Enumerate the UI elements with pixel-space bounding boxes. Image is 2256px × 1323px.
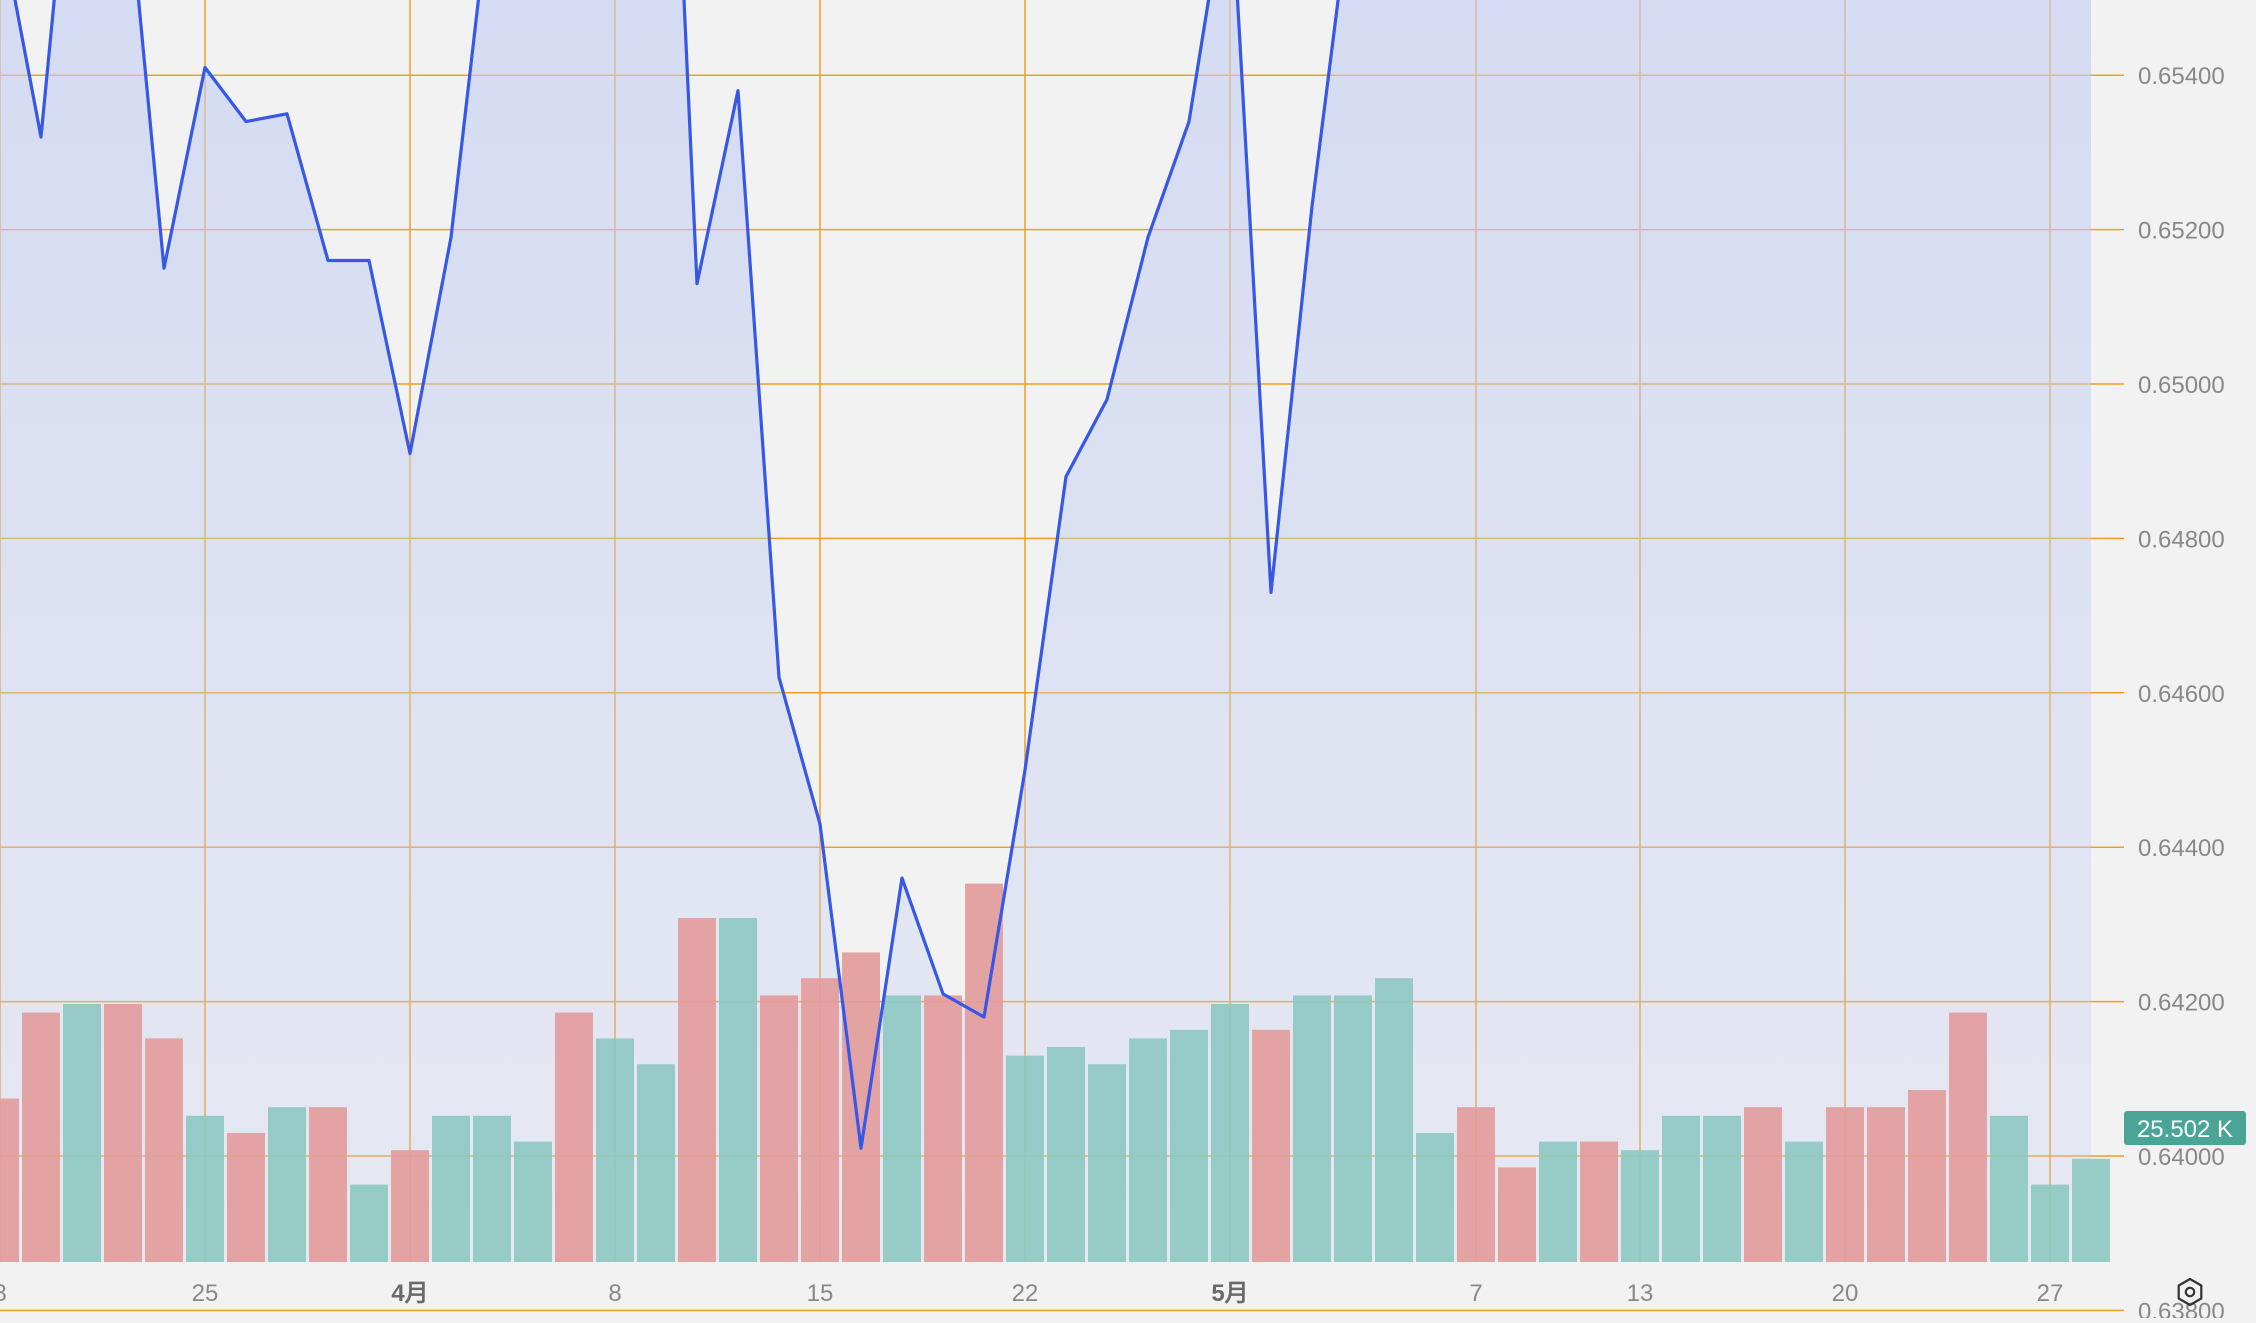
volume-bar [145, 1038, 183, 1262]
y-tick-label: 0.65000 [2138, 372, 2225, 399]
volume-bar [678, 918, 716, 1262]
y-tick-label: 0.64400 [2138, 835, 2225, 862]
volume-bar [1826, 1107, 1864, 1262]
price-line [13, 0, 1340, 1150]
volume-bar [924, 995, 962, 1262]
volume-bar [1703, 1115, 1741, 1262]
volume-bar [596, 1038, 634, 1262]
volume-badge: 25.502 K [2124, 1111, 2246, 1145]
x-tick-label: 27 [2037, 1280, 2064, 1307]
x-tick-label: 8 [608, 1280, 621, 1307]
volume-bar [268, 1107, 306, 1262]
volume-bar [1867, 1107, 1905, 1262]
volume-bar [1047, 1047, 1085, 1262]
volume-bar [1252, 1029, 1290, 1262]
volume-bar [22, 1012, 60, 1262]
volume-bar [1170, 1029, 1208, 1262]
volume-bar [801, 978, 839, 1262]
volume-bar [1539, 1141, 1577, 1262]
volume-bar [309, 1107, 347, 1262]
y-tick-label: 0.64200 [2138, 990, 2225, 1017]
volume-bar [760, 995, 798, 1262]
volume-bar [1908, 1090, 1946, 1262]
y-tick-label: 0.64800 [2138, 526, 2225, 553]
volume-bar [883, 995, 921, 1262]
volume-bar [63, 1004, 101, 1262]
y-tick-label: 0.65200 [2138, 218, 2225, 245]
volume-bars [0, 883, 2110, 1262]
volume-bar [1129, 1038, 1167, 1262]
volume-badge-label: 25.502 K [2137, 1116, 2233, 1143]
price-badges: 0.6660325.502 K [2124, 1111, 2246, 1145]
volume-bar [1006, 1055, 1044, 1262]
y-tick-label: 0.64600 [2138, 681, 2225, 708]
volume-bar [555, 1012, 593, 1262]
volume-bar [1293, 995, 1331, 1262]
volume-bar [1498, 1167, 1536, 1262]
volume-bar [2031, 1184, 2069, 1262]
x-tick-label: 20 [1832, 1280, 1859, 1307]
x-tick-label: 8 [0, 1280, 7, 1307]
volume-bar [1580, 1141, 1618, 1262]
volume-bar [1621, 1150, 1659, 1262]
volume-bar [1990, 1115, 2028, 1262]
y-tick-label: 0.65400 [2138, 63, 2225, 90]
volume-bar [1416, 1133, 1454, 1262]
x-tick-label: 25 [192, 1280, 219, 1307]
volume-bar [1949, 1012, 1987, 1262]
y-tick-label: 0.64000 [2138, 1144, 2225, 1171]
volume-bar [391, 1150, 429, 1262]
volume-bar [842, 952, 880, 1262]
x-tick-label: 7 [1469, 1280, 1482, 1307]
x-axis[interactable]: 8 25 4月 8 15 22 5月 7 13 20 27 [0, 1280, 2063, 1307]
volume-bar [637, 1064, 675, 1262]
volume-bar [1088, 1064, 1126, 1262]
volume-bar [473, 1115, 511, 1262]
volume-bar [2072, 1158, 2110, 1262]
volume-bar [227, 1133, 265, 1262]
x-tick-label: 4月 [391, 1280, 428, 1307]
volume-bar [1744, 1107, 1782, 1262]
x-tick-label: 5月 [1211, 1280, 1248, 1307]
volume-bar [1334, 995, 1372, 1262]
volume-bar [0, 1098, 19, 1262]
settings-hexagon-icon [2177, 1277, 2203, 1307]
x-tick-label: 15 [807, 1280, 834, 1307]
volume-bar [1211, 1004, 1249, 1262]
volume-bar [104, 1004, 142, 1262]
volume-bar [350, 1184, 388, 1262]
volume-bar [432, 1115, 470, 1262]
volume-bar [1662, 1115, 1700, 1262]
volume-bar [1785, 1141, 1823, 1262]
price-line-group [13, 0, 1340, 1150]
settings-button[interactable] [2170, 1272, 2210, 1312]
volume-bar [514, 1141, 552, 1262]
volume-bar [1457, 1107, 1495, 1262]
x-tick-label: 22 [1012, 1280, 1039, 1307]
volume-bar [1375, 978, 1413, 1262]
volume-bar [186, 1115, 224, 1262]
volume-bar [719, 918, 757, 1262]
x-tick-label: 13 [1627, 1280, 1654, 1307]
